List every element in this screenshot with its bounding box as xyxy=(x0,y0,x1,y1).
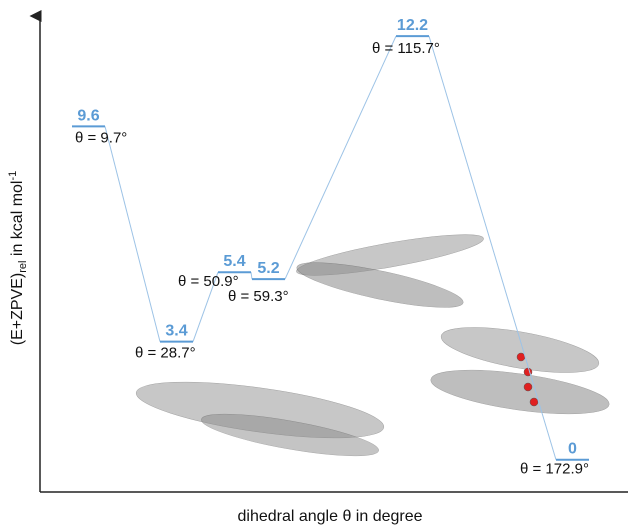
molecule-1 xyxy=(133,371,387,465)
y-label-sub: rel xyxy=(17,261,29,273)
connector xyxy=(105,126,160,341)
value-label: 5.4 xyxy=(223,253,245,270)
x-axis-label: dihedral angle θ in degree xyxy=(237,508,422,525)
angle-label: θ = 172.9° xyxy=(520,461,589,478)
angle-label: θ = 28.7° xyxy=(135,345,196,362)
angle-label: θ = 59.3° xyxy=(228,288,289,305)
connector xyxy=(251,272,252,279)
y-label-sup: -1 xyxy=(7,171,19,181)
y-label-text: in kcal mol xyxy=(9,181,26,261)
connector xyxy=(285,36,396,279)
molecule-3 xyxy=(428,318,611,422)
value-label: 9.6 xyxy=(77,107,99,124)
value-label: 0 xyxy=(568,441,577,458)
angle-label: θ = 9.7° xyxy=(75,129,127,146)
y-axis-label: (E+ZPVE)rel in kcal mol-1 xyxy=(7,171,29,346)
value-label: 12.2 xyxy=(397,17,428,34)
y-label-main: (E+ZPVE) xyxy=(9,273,26,345)
chart: dihedral angle θ in degree (E+ZPVE)rel i… xyxy=(0,0,630,527)
value-label: 3.4 xyxy=(165,323,187,340)
angle-label: θ = 115.7° xyxy=(372,40,440,57)
value-label: 5.2 xyxy=(257,260,279,277)
molecule-2 xyxy=(294,227,486,317)
